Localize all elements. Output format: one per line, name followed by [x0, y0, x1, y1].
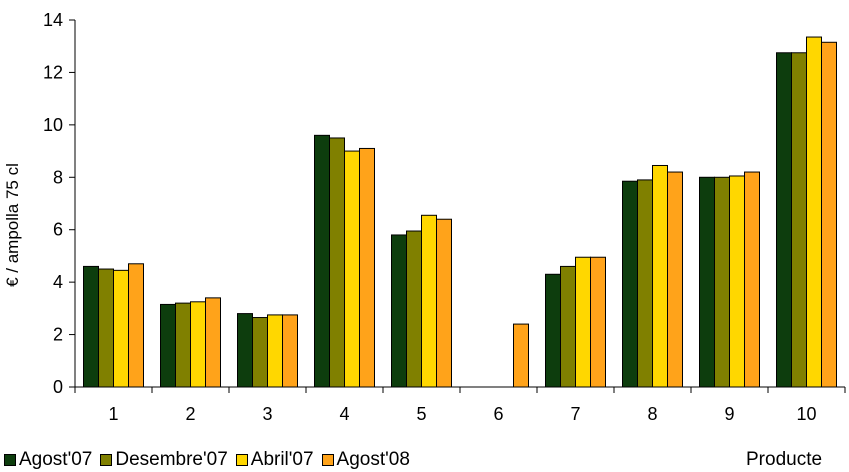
bar: [729, 175, 745, 388]
x-tick-label: 1: [108, 404, 118, 424]
y-tick-label: 6: [53, 220, 63, 240]
bar: [513, 323, 529, 388]
bar: [98, 268, 114, 388]
legend-item: Abril'07: [235, 449, 314, 471]
x-tick-label: 2: [185, 404, 195, 424]
legend-swatch: [4, 454, 16, 466]
y-tick-label: 4: [53, 272, 63, 292]
bar: [113, 269, 129, 388]
bar: [128, 263, 144, 388]
bar: [714, 176, 730, 388]
bar: [329, 137, 345, 388]
x-tick-label: 10: [796, 404, 816, 424]
bar: [776, 52, 792, 388]
bar: [421, 214, 437, 388]
x-tick-label: 8: [647, 404, 657, 424]
bar: [314, 134, 330, 388]
bar: [267, 314, 283, 388]
y-tick-label: 0: [53, 377, 63, 397]
legend-label: Agost'07: [19, 449, 93, 470]
bar: [160, 303, 176, 388]
bar: [190, 301, 206, 388]
bar: [821, 41, 837, 388]
bar: [83, 265, 99, 388]
bar: [590, 256, 606, 388]
bar: [282, 314, 298, 388]
bar: [667, 171, 683, 388]
bar: [175, 302, 191, 388]
legend-swatch: [321, 454, 334, 466]
bar: [406, 230, 422, 388]
x-tick-label: 3: [262, 404, 272, 424]
y-tick-label: 10: [43, 115, 63, 135]
bar: [652, 164, 668, 388]
y-tick-label: 14: [43, 10, 63, 30]
legend-label: Agost'08: [336, 449, 410, 470]
y-axis-title: € / ampolla 75 cl: [3, 163, 22, 287]
x-tick-label: 6: [493, 404, 503, 424]
x-tick-label: 5: [416, 404, 426, 424]
legend-label: Desembre'07: [115, 449, 228, 470]
bar: [791, 52, 807, 388]
y-tick-label: 12: [43, 62, 63, 82]
bar: [344, 150, 360, 388]
bar: [436, 218, 452, 388]
bar: [622, 180, 638, 388]
bar: [637, 179, 653, 388]
bar: [391, 234, 407, 388]
bar: [545, 273, 561, 388]
bar: [237, 313, 253, 388]
bar: [806, 36, 822, 388]
legend: Agost'07 Desembre'07 Abril'07 Agost'08: [4, 449, 418, 471]
legend-item: Agost'07: [4, 449, 92, 471]
x-tick-label: 9: [724, 404, 734, 424]
bar: [744, 171, 760, 388]
bar: [252, 317, 268, 388]
legend-swatch: [100, 454, 113, 466]
legend-item: Agost'08: [321, 449, 410, 471]
bar: [205, 297, 221, 388]
x-tick-label: 4: [339, 404, 349, 424]
y-tick-label: 8: [53, 167, 63, 187]
bar: [359, 147, 375, 388]
legend-item: Desembre'07: [100, 449, 228, 471]
legend-swatch: [235, 454, 248, 466]
x-axis-title: Producte: [746, 449, 823, 470]
y-tick-label: 2: [53, 325, 63, 345]
bar: [699, 176, 715, 388]
x-tick-label: 7: [570, 404, 580, 424]
bar: [575, 256, 591, 388]
legend-label: Abril'07: [250, 449, 314, 470]
bar: [560, 265, 576, 388]
